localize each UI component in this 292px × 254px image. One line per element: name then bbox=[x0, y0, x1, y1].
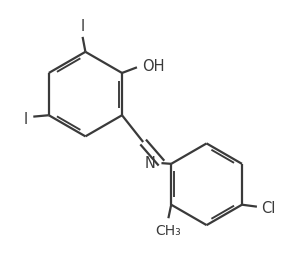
Text: I: I bbox=[81, 19, 85, 34]
Text: I: I bbox=[23, 111, 28, 126]
Text: CH₃: CH₃ bbox=[156, 223, 181, 237]
Text: OH: OH bbox=[142, 59, 165, 74]
Text: N: N bbox=[145, 155, 155, 170]
Text: Cl: Cl bbox=[261, 200, 276, 215]
